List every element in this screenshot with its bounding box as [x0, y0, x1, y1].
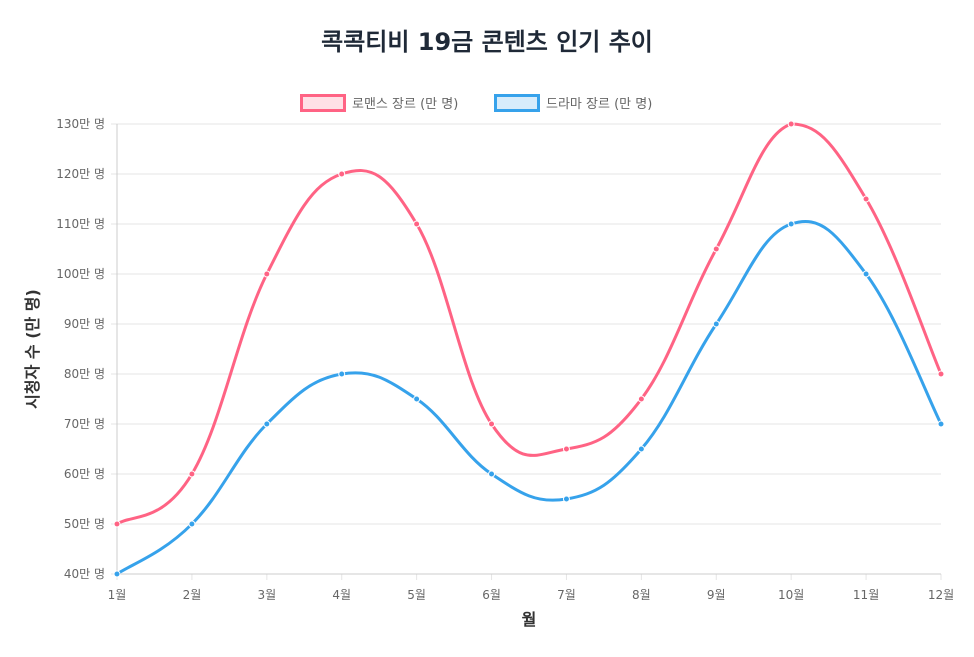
legend-label: 로맨스 장르 (만 명): [352, 97, 458, 112]
x-tick-label: 5월: [407, 588, 426, 602]
y-tick-label: 40만 명: [64, 567, 105, 581]
data-point: [188, 470, 196, 478]
series-0: [113, 120, 945, 528]
data-point: [712, 245, 720, 253]
y-tick-label: 80만 명: [64, 367, 105, 381]
y-tick-label: 120만 명: [56, 167, 105, 181]
data-point: [562, 445, 570, 453]
x-tick-label: 1월: [108, 588, 127, 602]
legend: 로맨스 장르 (만 명) 드라마 장르 (만 명): [300, 94, 652, 112]
legend-label: 드라마 장르 (만 명): [546, 97, 652, 112]
data-point: [338, 370, 346, 378]
y-tick-label: 60만 명: [64, 467, 105, 481]
x-tick-label: 12월: [928, 588, 954, 602]
data-point: [787, 220, 795, 228]
y-tick-label: 90만 명: [64, 317, 105, 331]
x-tick-label: 7월: [557, 588, 576, 602]
data-point: [413, 220, 421, 228]
data-point: [488, 470, 496, 478]
chart-title: 콕콕티비 19금 콘텐츠 인기 추이: [321, 28, 653, 56]
series-line: [116, 219, 943, 576]
data-point: [862, 270, 870, 278]
legend-swatch: [494, 94, 540, 112]
data-point: [862, 195, 870, 203]
data-point: [263, 420, 271, 428]
x-tick-label: 8월: [632, 588, 651, 602]
data-point: [787, 120, 795, 128]
x-tick-label: 6월: [482, 588, 501, 602]
data-point: [937, 420, 945, 428]
data-point: [637, 395, 645, 403]
data-point: [488, 420, 496, 428]
x-tick-label: 3월: [257, 588, 276, 602]
series-1: [113, 219, 945, 578]
y-tick-label: 50만 명: [64, 517, 105, 531]
data-point: [413, 395, 421, 403]
x-tick-label: 9월: [707, 588, 726, 602]
data-point: [188, 520, 196, 528]
x-tick-label: 2월: [183, 588, 202, 602]
data-point: [338, 170, 346, 178]
y-tick-label: 130만 명: [56, 117, 105, 131]
data-point: [113, 520, 121, 528]
data-point: [113, 570, 121, 578]
y-axis-title: 시청자 수 (만 명): [23, 289, 42, 409]
grid: 40만 명 50만 명 60만 명 70만 명 80만 명 90만 명 100만 명 110만…: [56, 117, 954, 602]
y-tick-label: 70만 명: [64, 417, 105, 431]
data-point: [562, 495, 570, 503]
series-group: [113, 120, 945, 578]
y-tick-label: 110만 명: [56, 217, 105, 231]
x-tick-label: 4월: [332, 588, 351, 602]
x-axis-title: 월: [522, 610, 537, 629]
data-point: [712, 320, 720, 328]
y-tick-label: 100만 명: [56, 267, 105, 281]
legend-swatch: [300, 94, 346, 112]
x-tick-label: 10월: [778, 588, 804, 602]
series-line: [116, 122, 943, 526]
data-point: [937, 370, 945, 378]
x-tick-label: 11월: [853, 588, 879, 602]
data-point: [637, 445, 645, 453]
data-point: [263, 270, 271, 278]
